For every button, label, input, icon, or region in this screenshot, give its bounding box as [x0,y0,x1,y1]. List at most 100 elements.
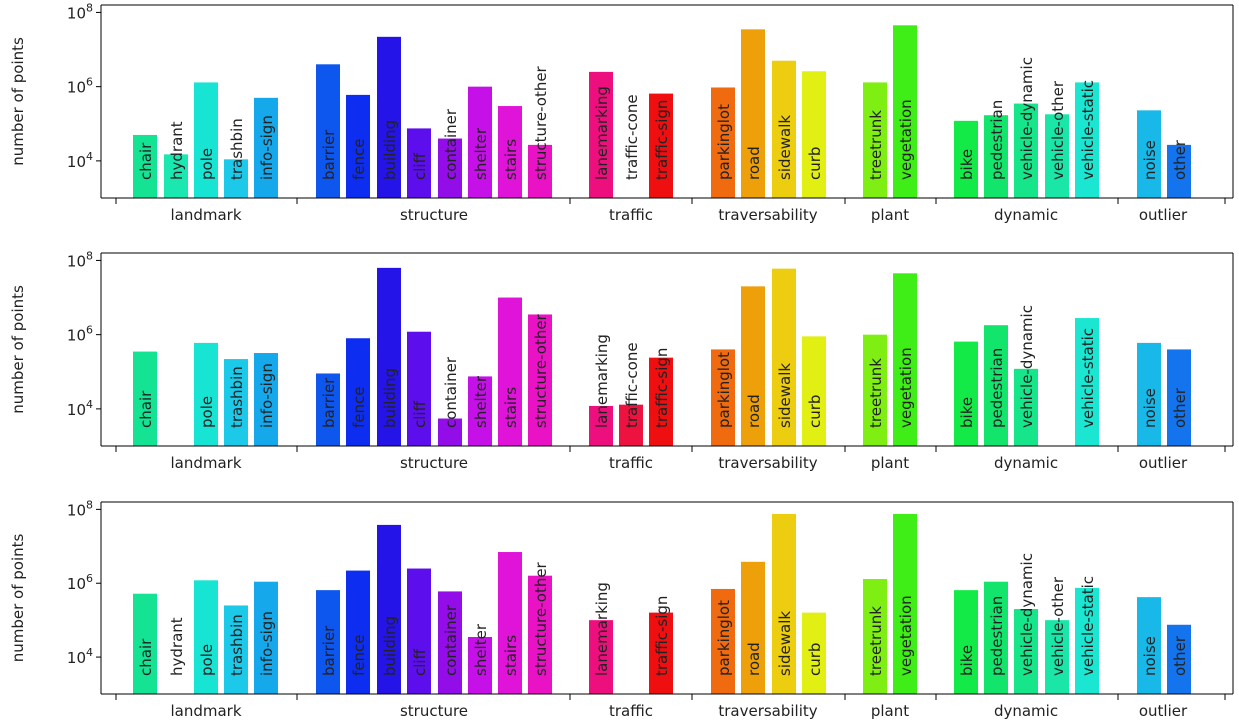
y-axis-label: number of points [9,534,27,663]
bar-pedestrian [984,325,1008,446]
bar-label-noise: noise [1141,636,1159,676]
bar-curb [802,336,826,446]
bar-parkinglot [711,87,735,198]
bar-barrier [316,373,340,446]
group-label-traversability: traversability [718,206,817,224]
bar-structure-other [528,144,552,198]
bar-label-vehicle-static: vehicle-static [1079,328,1097,428]
bar-parkinglot [711,349,735,446]
bar-parkinglot [711,588,735,694]
bar-bike [954,341,978,446]
bar-label-chair: chair [137,390,155,428]
bar-label-noise: noise [1141,140,1159,180]
bar-building [377,524,401,694]
bar-label-stairs: stairs [502,139,520,180]
bar-trashbin [224,605,248,694]
bar-label-vegetation: vegetation [897,99,915,180]
chart-panel-2: chair pole trashbin info-sign landmark barrie… [9,249,1234,472]
bar-label-cliff: cliff [411,648,429,676]
group-label-landmark: landmark [170,206,241,224]
bar-sidewalk [772,268,796,446]
bar-label-chair: chair [137,142,155,180]
y-tick-label: 108 [67,1,93,22]
y-tick-label: 106 [67,572,93,593]
bar-label-vehicle-static: vehicle-static [1079,80,1097,180]
bar-label-parkinglot: parkinglot [715,104,733,180]
bar-label-curb: curb [806,643,824,676]
bar-label-hydrant: hydrant [168,617,186,676]
bar-stairs [498,106,522,198]
bar-traffic-sign [649,93,673,198]
bar-noise [1137,597,1161,694]
bar-cliff [407,128,431,198]
bar-label-barrier: barrier [320,377,338,428]
bar-fence [346,570,370,694]
y-axis-label: number of points [9,37,27,166]
bar-label-structure-other: structure-other [532,313,550,428]
group-label-plant: plant [871,702,909,720]
y-tick-label: 106 [67,76,93,97]
bar-curb [802,71,826,198]
bar-label-road: road [745,394,763,428]
bar-label-container: container [442,356,460,428]
bar-chair [133,351,157,446]
bar-treetrunk [863,82,887,198]
bar-noise [1137,110,1161,198]
bar-label-lanemarking: lanemarking [593,86,611,180]
group-label-dynamic: dynamic [994,454,1058,472]
bar-label-hydrant: hydrant [168,121,186,180]
bar-label-other: other [1171,387,1189,428]
bar-lanemarking [589,620,613,694]
bar-label-sidewalk: sidewalk [776,363,794,428]
bar-building [377,267,401,446]
bar-label-fence: fence [350,635,368,677]
bar-label-barrier: barrier [320,625,338,676]
bar-container [438,418,462,446]
bar-curb [802,612,826,694]
bar-label-bike: bike [958,397,976,428]
bar-shelter [468,86,492,198]
bar-road [741,286,765,446]
bar-pole [194,342,218,446]
bar-label-trashbin: trashbin [228,366,246,428]
bar-fence [346,94,370,198]
bar-label-fence: fence [350,139,368,181]
group-label-structure: structure [400,206,468,224]
bar-label-info-sign: info-sign [258,611,276,676]
bar-road [741,561,765,694]
bar-sidewalk [772,60,796,198]
bar-label-vehicle-dynamic: vehicle-dynamic [1018,57,1036,180]
bar-lanemarking [589,71,613,198]
bar-label-stairs: stairs [502,635,520,676]
bar-info-sign [254,97,278,198]
bar-label-pedestrian: pedestrian [988,596,1006,676]
bar-label-cliff: cliff [411,152,429,180]
bar-label-other: other [1171,635,1189,676]
bar-label-parkinglot: parkinglot [715,352,733,428]
bar-label-sidewalk: sidewalk [776,611,794,676]
bar-container [438,138,462,198]
bar-label-shelter: shelter [472,375,490,428]
bar-label-info-sign: info-sign [258,115,276,180]
group-label-dynamic: dynamic [994,702,1058,720]
y-tick-label: 104 [67,646,93,667]
bar-label-lanemarking: lanemarking [593,334,611,428]
bar-noise [1137,342,1161,446]
bar-container [438,591,462,694]
bar-label-sidewalk: sidewalk [776,115,794,180]
bar-pedestrian [984,115,1008,198]
bar-pole [194,82,218,198]
bar-barrier [316,590,340,694]
y-tick-label: 108 [67,498,93,519]
bar-vehicle-static [1075,318,1099,446]
bar-label-fence: fence [350,387,368,429]
group-label-traffic: traffic [609,454,653,472]
bar-label-pole: pole [198,396,216,428]
bar-vehicle-other [1045,620,1069,694]
bar-label-shelter: shelter [472,623,490,676]
bar-info-sign [254,353,278,446]
group-label-plant: plant [871,206,909,224]
bar-treetrunk [863,579,887,694]
bar-fence [346,338,370,446]
y-tick-label: 104 [67,398,93,419]
